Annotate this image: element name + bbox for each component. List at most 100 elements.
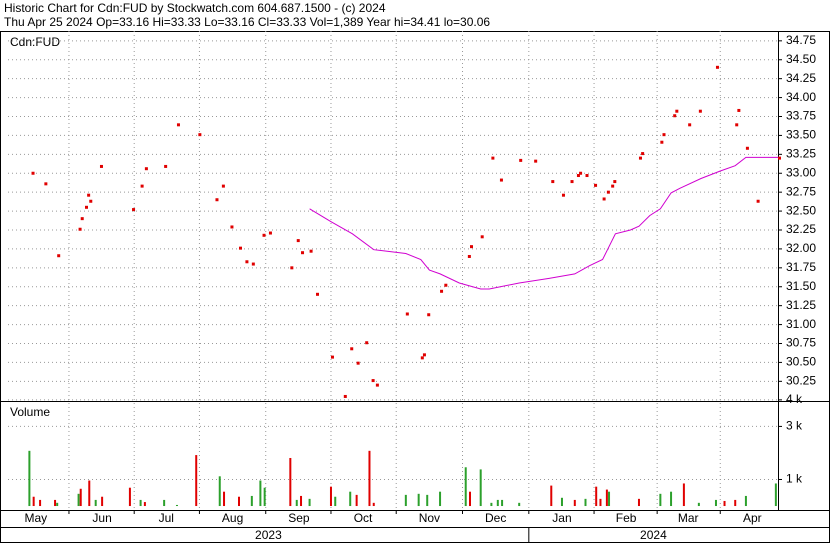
y-tick-label: 30.75: [786, 336, 816, 350]
volume-bar: [605, 489, 608, 507]
y-tick-label: 34.00: [786, 90, 816, 104]
volume-bar: [28, 450, 31, 507]
y-tick-label: 34.50: [786, 52, 816, 66]
volume-bar: [295, 499, 298, 507]
chart-subtitle: Thu Apr 25 2024 Op=33.16 Hi=33.33 Lo=33.…: [4, 15, 490, 29]
y-tick-label: 33.25: [786, 147, 816, 161]
moving-average-line: [309, 156, 778, 290]
volume-bar: [368, 450, 371, 507]
close-mark: [698, 109, 702, 113]
volume-bar: [490, 502, 493, 507]
x-tick-label: Nov: [419, 511, 440, 525]
volume-bar: [595, 486, 598, 507]
volume-bar: [518, 502, 521, 507]
close-mark: [144, 167, 148, 171]
volume-bar: [464, 467, 467, 507]
x-tick-label: Feb: [616, 511, 637, 525]
close-mark: [579, 171, 583, 175]
volume-bar: [372, 502, 375, 507]
volume-bar: [417, 493, 420, 507]
volume-bar: [479, 469, 482, 507]
close-mark: [570, 180, 574, 184]
close-mark: [198, 133, 202, 137]
y-tick-label: 3 k: [786, 419, 803, 433]
volume-bar: [682, 483, 685, 507]
volume-bar: [101, 496, 104, 507]
volume-bar: [94, 499, 97, 507]
volume-bar: [139, 499, 142, 507]
close-mark: [365, 341, 369, 345]
volume-bar: [637, 498, 640, 507]
close-mark: [480, 235, 484, 239]
volume-bar: [734, 499, 737, 507]
x-tick-label: Jan: [552, 511, 571, 525]
volume-bar: [439, 491, 442, 507]
close-mark: [330, 355, 334, 359]
close-mark: [230, 225, 234, 229]
volume-bar: [88, 480, 91, 507]
close-mark: [239, 246, 242, 250]
y-tick-label: 4 k: [786, 392, 803, 406]
y-tick-label: 31.50: [786, 279, 816, 293]
volume-bar: [259, 480, 262, 507]
close-mark: [99, 164, 103, 168]
volume-bar: [128, 487, 131, 507]
close-mark: [641, 152, 645, 156]
volume-bar: [308, 498, 311, 507]
close-mark: [427, 313, 431, 317]
close-mark: [44, 182, 48, 186]
year-label: 2023: [255, 528, 282, 542]
y-tick-label: 32.25: [786, 222, 816, 236]
close-mark: [132, 208, 136, 212]
y-tick-label: 31.25: [786, 298, 816, 312]
volume-bar: [599, 498, 602, 507]
close-mark: [491, 156, 495, 160]
close-mark: [309, 249, 313, 253]
close-mark: [613, 180, 617, 184]
x-tick-label: Apr: [743, 511, 762, 525]
close-mark: [470, 245, 473, 249]
close-mark: [467, 254, 471, 258]
close-mark: [85, 205, 88, 209]
close-mark: [673, 114, 677, 118]
volume-bar: [238, 496, 240, 507]
y-tick-label: 33.50: [786, 128, 816, 142]
close-mark: [737, 108, 741, 112]
volume-bar: [404, 494, 407, 507]
close-mark: [444, 283, 448, 287]
volume-bar: [175, 504, 178, 507]
volume-bar: [163, 499, 166, 507]
x-tick-label: Oct: [354, 511, 373, 525]
volume-bar: [143, 502, 146, 507]
close-mark: [688, 123, 692, 127]
y-tick-label: 31.75: [786, 260, 816, 274]
volume-bar: [608, 491, 611, 507]
close-mark: [660, 140, 664, 144]
volume-bar: [329, 486, 332, 507]
volume-bar: [723, 500, 726, 507]
volume-bar: [560, 497, 563, 507]
x-tick-label: Sep: [288, 511, 310, 525]
x-tick-label: Jun: [92, 511, 111, 525]
volume-bar: [56, 502, 59, 507]
close-mark: [350, 347, 354, 351]
close-mark: [262, 233, 266, 237]
volume-bar: [426, 494, 429, 507]
close-mark: [756, 199, 760, 203]
close-mark: [420, 356, 424, 360]
volume-bar: [54, 499, 57, 507]
close-mark: [499, 178, 503, 182]
volume-bar: [744, 495, 747, 507]
close-mark: [715, 65, 719, 69]
y-tick-label: 31.00: [786, 317, 816, 331]
close-mark: [375, 383, 379, 387]
volume-bar: [714, 499, 717, 507]
x-tick-label: Aug: [222, 511, 243, 525]
volume-bar: [670, 491, 673, 507]
close-mark: [316, 292, 319, 296]
volume-bar: [501, 499, 504, 507]
close-mark: [778, 156, 781, 160]
close-mark: [585, 174, 589, 178]
close-mark: [290, 266, 294, 270]
